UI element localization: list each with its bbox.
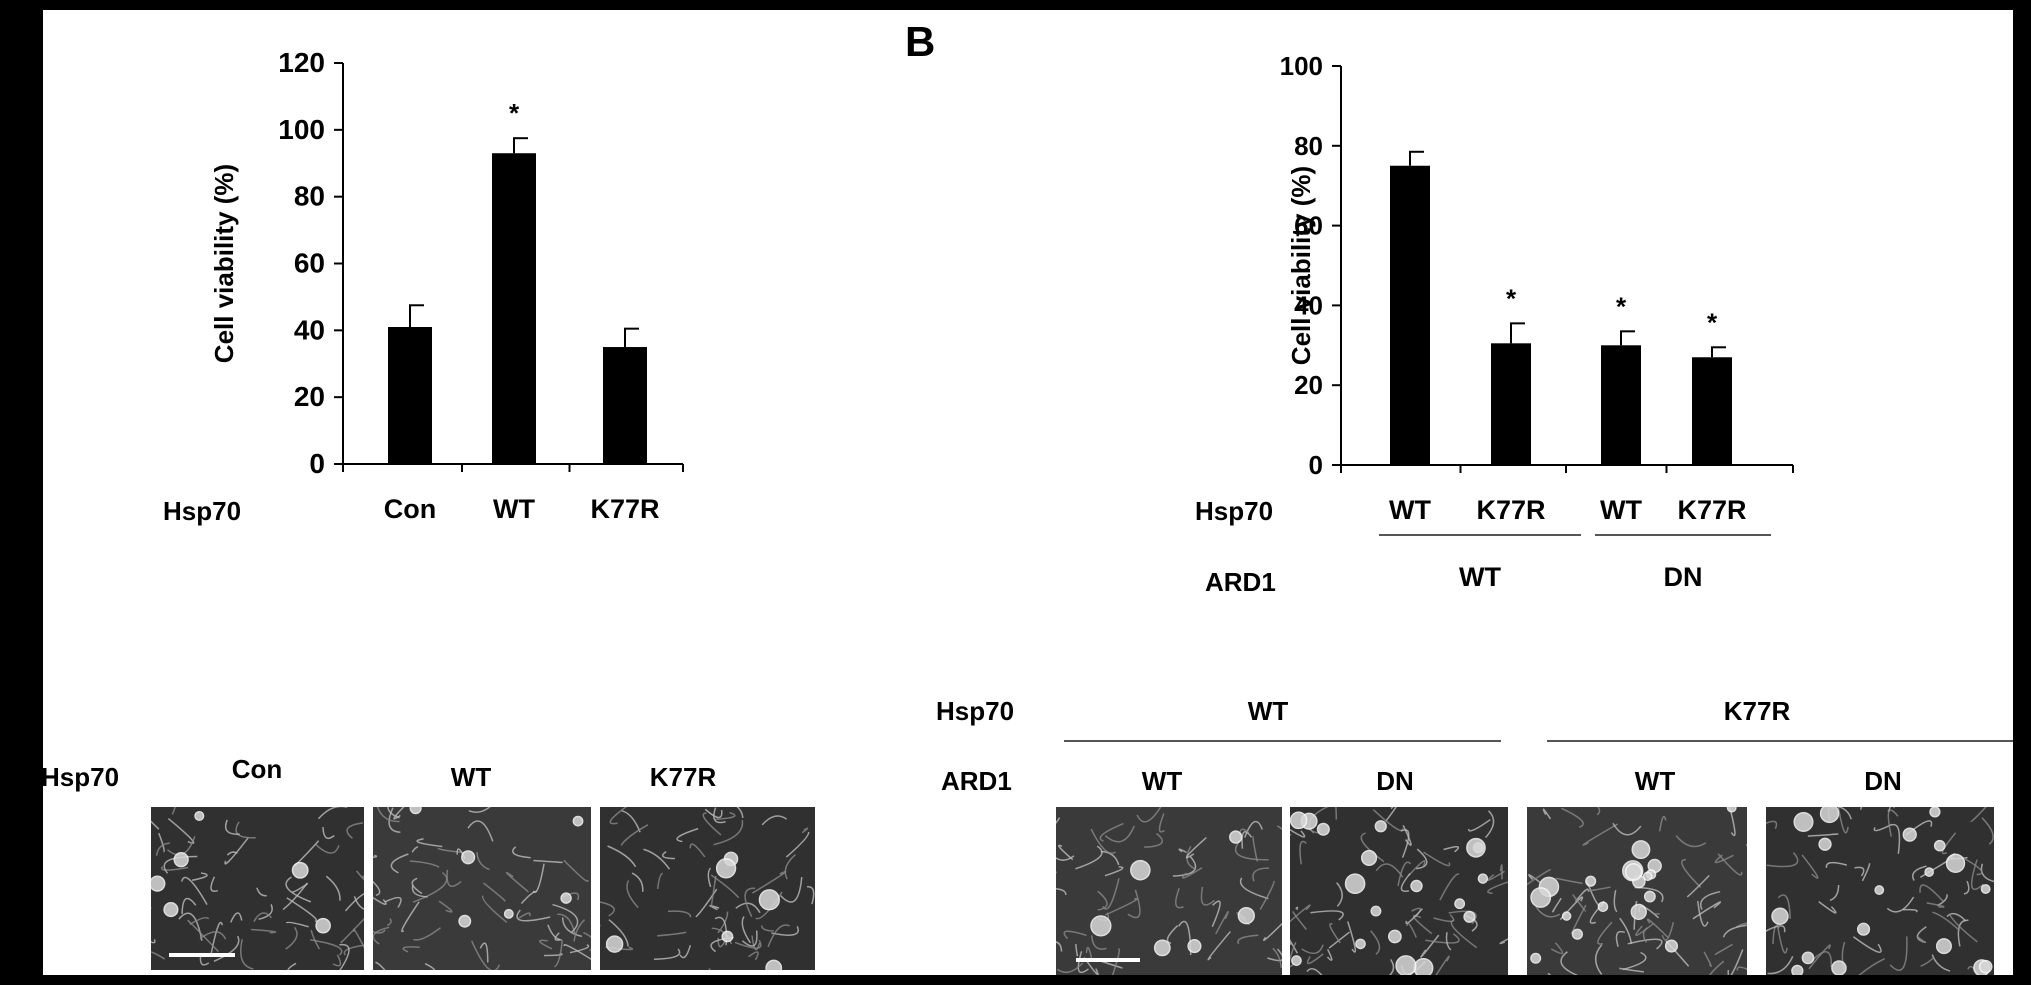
micrographs-b-group-wt: WT — [1247, 696, 1289, 726]
figure-panel: 0 20 40 60 80 100 120 Cell viability (%) Con * WT K… — [41, 10, 2013, 975]
chart-b-ytick-label: 60 — [1294, 211, 1323, 241]
chart-a-ytick-label: 60 — [294, 248, 325, 279]
micrograph-texture — [1290, 807, 1508, 975]
chart-a-ytick-label: 100 — [278, 114, 325, 145]
micrograph-b-label-1: WT — [1141, 766, 1183, 796]
micrograph-a-label-wt: WT — [450, 762, 492, 792]
chart-b-bar — [1692, 357, 1732, 465]
chart-b-category-label: K77R — [1677, 495, 1746, 525]
chart-b-ytick-label: 20 — [1294, 370, 1323, 400]
chart-b-ytick-label: 0 — [1309, 450, 1323, 480]
chart-a-ytick-label: 80 — [294, 181, 325, 212]
micrograph-a-wt — [373, 807, 591, 970]
micrograph-b-label-2: DN — [1376, 766, 1414, 796]
chart-a-row-label: Hsp70 — [163, 496, 242, 526]
chart-b-bar — [1491, 343, 1531, 465]
chart-b-row-label-hsp70: Hsp70 — [1195, 496, 1274, 526]
chart-b: 0 20 40 60 80 100 Cell viability (%) WT * K77R * WT… — [1280, 51, 1794, 592]
chart-a-ytick-label: 40 — [294, 314, 325, 345]
chart-a-ytick-label: 120 — [278, 47, 325, 78]
micrographs-b-group-line-k77r — [1547, 740, 2013, 742]
chart-b-row-label-ard1: ARD1 — [1205, 567, 1276, 597]
chart-b-group-label: DN — [1664, 562, 1703, 592]
chart-b-category-label: WT — [1600, 495, 1642, 525]
micrograph-a-k77r — [600, 807, 815, 970]
micrographs-b-ard1-label: ARD1 — [941, 766, 1012, 796]
micrograph-texture — [151, 807, 364, 970]
micrograph-texture — [1766, 807, 1994, 975]
micrograph-texture — [373, 807, 591, 970]
micrographs-b-group-line-wt — [1064, 740, 1501, 742]
chart-a-bar — [492, 153, 536, 464]
chart-b-group-label: WT — [1459, 562, 1501, 592]
scale-bar-b — [1076, 958, 1140, 962]
chart-a-category-label: K77R — [590, 494, 659, 524]
micrograph-b-label-4: DN — [1864, 766, 1902, 796]
chart-b-category-label: K77R — [1476, 495, 1545, 525]
chart-a-significance-star: * — [509, 98, 520, 128]
chart-b-ylabel: Cell viability (%) — [1286, 166, 1316, 365]
chart-a-ytick-label: 20 — [294, 381, 325, 412]
chart-a-category-label: WT — [493, 494, 535, 524]
chart-b-bar — [1390, 165, 1430, 465]
chart-a-ytick-label: 0 — [309, 448, 325, 479]
micrograph-b-label-3: WT — [1634, 766, 1676, 796]
micrograph-b-4 — [1766, 807, 1994, 975]
micrograph-a-con — [151, 807, 364, 970]
micrograph-texture — [1527, 807, 1747, 975]
chart-b-ytick-label: 40 — [1294, 290, 1323, 320]
micrograph-a-label-k77r: K77R — [649, 762, 717, 792]
micrograph-b-3 — [1527, 807, 1747, 975]
micrograph-a-label-con: Con — [231, 754, 283, 784]
micrographs-b-group-k77r: K77R — [1723, 696, 1791, 726]
micrograph-texture — [600, 807, 815, 970]
scale-bar-a — [169, 953, 235, 957]
micrograph-texture — [1056, 807, 1282, 975]
micrograph-b-1 — [1056, 807, 1282, 975]
panel-b-letter: B — [905, 18, 936, 65]
chart-b-significance-star: * — [1616, 291, 1627, 321]
chart-b-ytick-label: 100 — [1280, 51, 1323, 81]
micrographs-b-hsp70-label: Hsp70 — [936, 696, 1015, 726]
chart-b-ytick-label: 80 — [1294, 131, 1323, 161]
chart-b-significance-star: * — [1506, 283, 1517, 313]
chart-b-bar — [1601, 345, 1641, 465]
chart-a: 0 20 40 60 80 100 120 Cell viability (%) Con * WT K… — [209, 47, 684, 524]
chart-a-ylabel: Cell viability (%) — [209, 164, 239, 363]
chart-b-significance-star: * — [1707, 307, 1718, 337]
micrograph-b-2 — [1290, 807, 1508, 975]
micrographs-a-row-label: Hsp70 — [41, 762, 120, 792]
chart-a-bar — [603, 347, 647, 464]
chart-b-category-label: WT — [1389, 495, 1431, 525]
chart-a-bar — [388, 326, 432, 464]
chart-a-category-label: Con — [384, 494, 436, 524]
